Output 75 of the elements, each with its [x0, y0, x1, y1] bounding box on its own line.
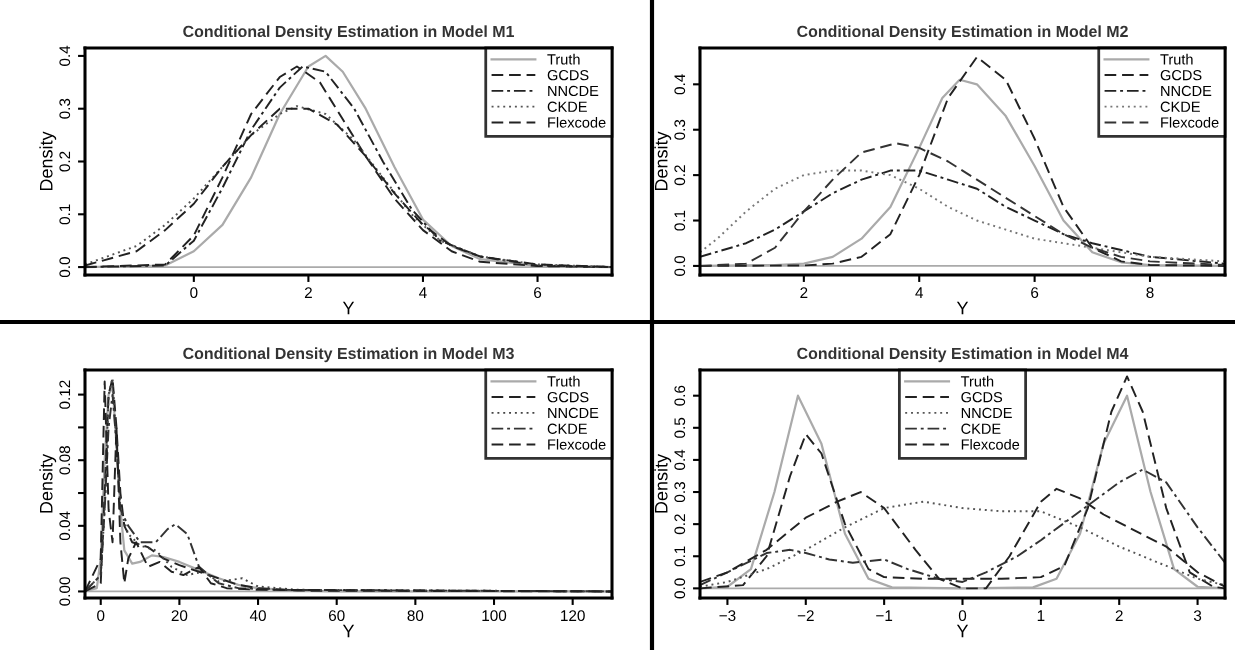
legend-label: NNCDE: [548, 85, 599, 97]
x-tick-label: 2: [800, 287, 808, 298]
y-tick-label: 0.00: [59, 577, 71, 606]
chart-title: Conditional Density Estimation in Model M3: [183, 347, 514, 363]
y-tick-label: 0.5: [674, 417, 686, 438]
y-tick-label: 0.2: [674, 514, 686, 535]
y-tick-label: 0.0: [59, 257, 71, 278]
y-tick-label: 0.3: [674, 482, 686, 503]
y-axis-title: Density: [654, 131, 672, 191]
x-tick-label: 4: [419, 287, 427, 298]
legend-label: NNCDE: [548, 407, 599, 419]
y-tick-label: 0.1: [59, 204, 71, 225]
legend-label: CKDE: [547, 101, 587, 112]
y-tick-label: 0.04: [59, 511, 71, 541]
legend-label: Flexcode: [961, 438, 1020, 450]
x-tick-label: 6: [534, 287, 542, 299]
y-axis-title: Density: [654, 453, 672, 513]
y-tick-label: 0.08: [59, 446, 71, 475]
x-tick-label: −2: [797, 610, 814, 621]
x-tick-label: 0: [190, 287, 198, 299]
y-tick-label: 0.3: [674, 119, 686, 140]
x-tick-label: 1: [1037, 610, 1045, 621]
legend-label: Truth: [547, 375, 580, 387]
legend-label: Flexcode: [1161, 116, 1219, 128]
x-tick-label: 2: [1115, 610, 1123, 621]
y-axis-title: Density: [39, 131, 57, 191]
legend-label: Truth: [547, 53, 580, 65]
y-tick-label: 0.0: [674, 578, 686, 599]
x-tick-label: 20: [171, 610, 188, 622]
x-tick-label: 120: [561, 610, 585, 622]
y-tick-label: 0.1: [674, 210, 686, 231]
x-axis-title: Y: [956, 624, 969, 638]
x-tick-label: 3: [1193, 610, 1202, 622]
y-axis-title: Density: [39, 453, 57, 513]
x-tick-label: −1: [876, 610, 893, 621]
y-tick-label: 0.0: [674, 255, 686, 276]
chart-title: Conditional Density Estimation in Model M1: [183, 25, 515, 41]
legend-label: Flexcode: [548, 116, 606, 128]
y-tick-label: 0.12: [59, 380, 71, 409]
x-tick-label: 0: [97, 610, 105, 622]
x-tick-label: 2: [304, 287, 312, 298]
legend-label: NNCDE: [961, 407, 1012, 419]
y-tick-label: 0.4: [674, 74, 686, 95]
legend-label: GCDS: [961, 392, 1003, 403]
x-axis-title: Y: [342, 624, 355, 638]
legend-label: Truth: [1160, 53, 1193, 65]
legend-label: Truth: [960, 375, 994, 387]
legend-label: CKDE: [547, 423, 587, 434]
x-tick-label: 8: [1146, 287, 1154, 299]
chart-title: Conditional Density Estimation in Model M2: [797, 25, 1128, 41]
chart-title: Conditional Density Estimation in Model M4: [797, 347, 1129, 363]
x-tick-label: 100: [482, 610, 507, 622]
x-tick-label: 4: [915, 287, 924, 298]
y-tick-label: 0.1: [674, 546, 686, 567]
x-tick-label: 0: [958, 610, 967, 622]
x-tick-label: 40: [249, 610, 266, 622]
y-tick-label: 0.6: [674, 385, 686, 406]
y-tick-label: 0.4: [59, 45, 71, 66]
x-axis-title: Y: [956, 301, 969, 315]
legend-label: Flexcode: [548, 438, 606, 450]
x-tick-label: 60: [328, 610, 345, 622]
legend-label: GCDS: [547, 70, 589, 81]
x-tick-label: 6: [1031, 287, 1039, 299]
x-axis-title: Y: [342, 301, 355, 315]
x-tick-label: 80: [407, 610, 424, 622]
y-tick-label: 0.4: [674, 449, 686, 470]
x-tick-label: −3: [719, 610, 736, 622]
legend-label: CKDE: [961, 423, 1001, 434]
legend-label: NNCDE: [1161, 85, 1212, 97]
y-tick-label: 0.2: [59, 151, 71, 172]
legend-label: GCDS: [547, 392, 589, 403]
legend-label: CKDE: [1160, 101, 1200, 112]
legend-label: GCDS: [1160, 70, 1202, 81]
y-tick-label: 0.3: [59, 98, 71, 119]
y-tick-label: 0.2: [674, 165, 686, 186]
